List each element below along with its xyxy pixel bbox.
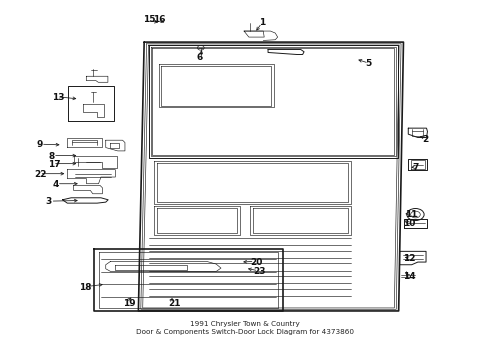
Text: 9: 9 xyxy=(36,140,43,149)
Text: 1991 Chrysler Town & Country: 1991 Chrysler Town & Country xyxy=(190,321,300,327)
Text: 21: 21 xyxy=(168,299,181,308)
Text: 10: 10 xyxy=(403,219,416,228)
Text: 4: 4 xyxy=(53,180,59,189)
Text: 2: 2 xyxy=(423,135,429,144)
Text: 12: 12 xyxy=(403,254,416,263)
Text: 14: 14 xyxy=(403,272,416,281)
Text: 15: 15 xyxy=(143,15,156,24)
Text: Door & Components Switch-Door Lock Diagram for 4373860: Door & Components Switch-Door Lock Diagr… xyxy=(136,329,354,336)
Text: 6: 6 xyxy=(197,53,203,62)
Text: 16: 16 xyxy=(153,15,165,24)
Text: 19: 19 xyxy=(122,299,135,308)
Text: 7: 7 xyxy=(412,163,418,172)
Text: 22: 22 xyxy=(35,170,47,179)
Text: 18: 18 xyxy=(79,283,92,292)
Text: 13: 13 xyxy=(52,93,65,102)
Text: 11: 11 xyxy=(405,210,417,219)
Text: 8: 8 xyxy=(48,152,54,161)
Text: 17: 17 xyxy=(48,160,61,169)
Text: 1: 1 xyxy=(259,18,266,27)
Text: 23: 23 xyxy=(254,267,266,276)
Text: 5: 5 xyxy=(365,59,371,68)
Text: 3: 3 xyxy=(46,197,52,206)
Text: 20: 20 xyxy=(250,257,262,266)
